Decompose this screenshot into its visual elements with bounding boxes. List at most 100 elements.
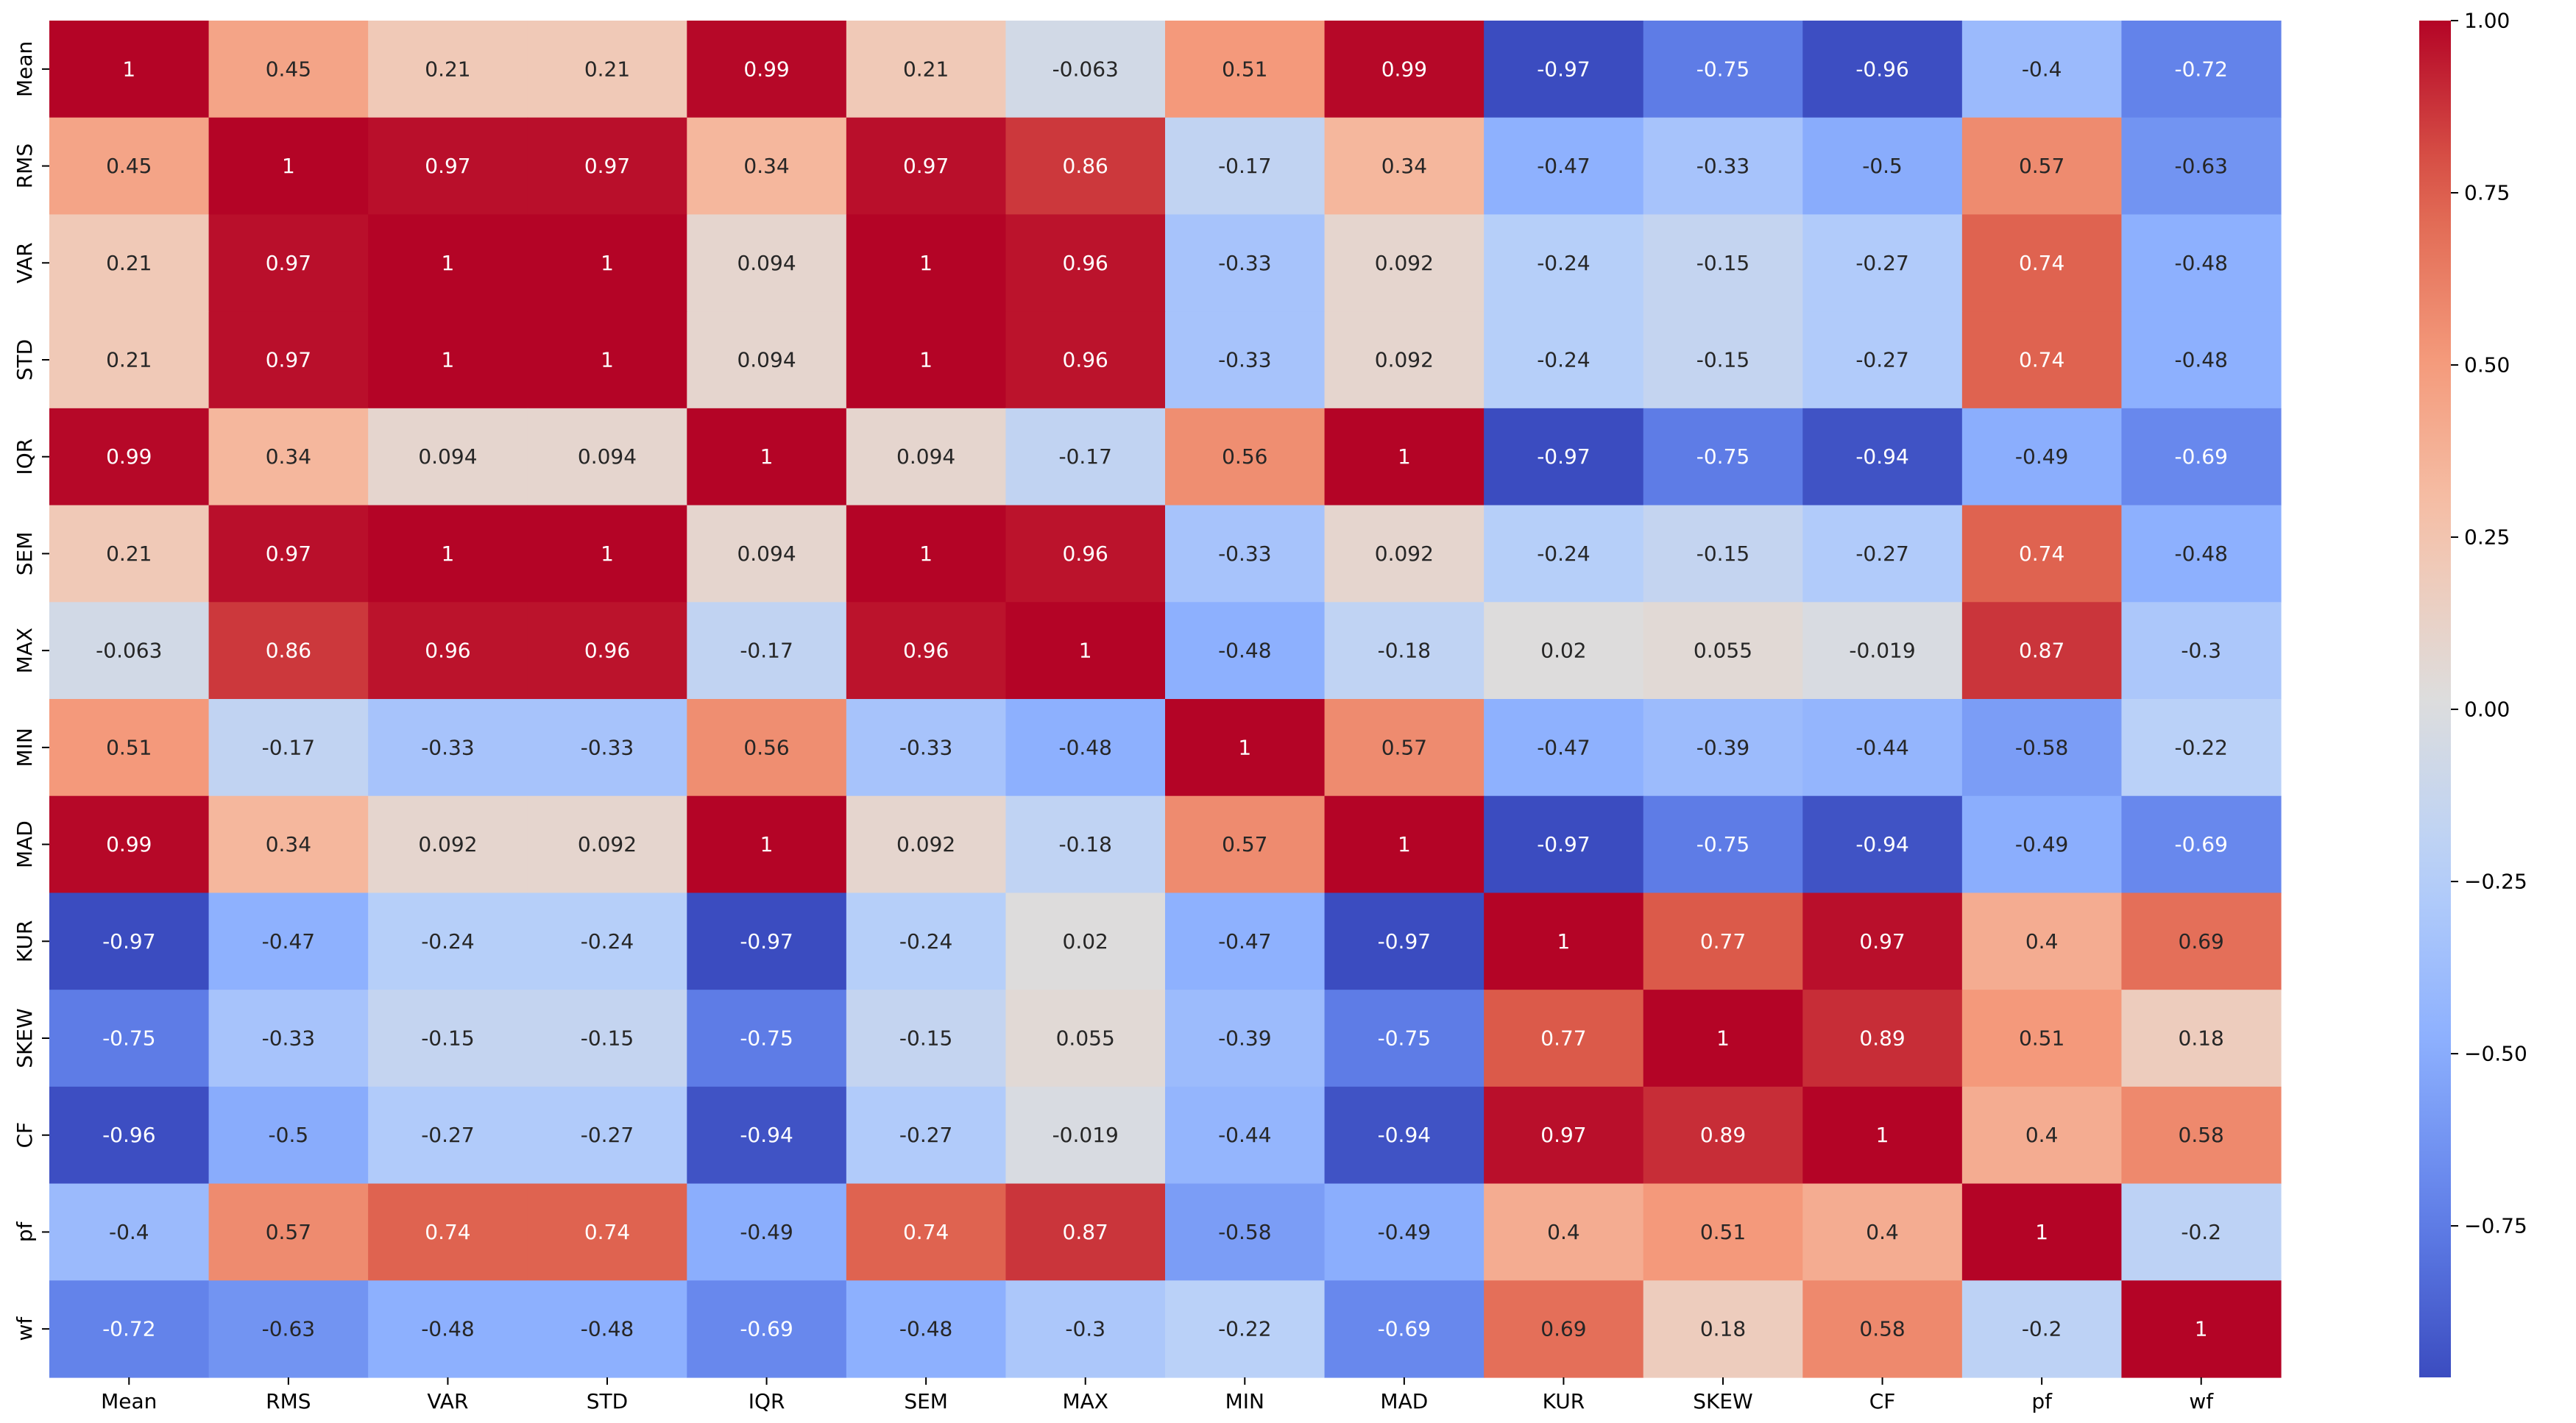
heatmap-cell-pf-skew [1643,1183,1803,1281]
cell-value-min-mad: 0.57 [1381,735,1427,759]
heatmap-cell-sem-wf [2121,505,2282,603]
cell-value-sem-max: 0.96 [1063,542,1108,566]
cell-value-mean-mean: 1 [122,57,135,81]
heatmap-cell-max-max [1005,602,1166,700]
heatmap-cell-pf-max [1005,1183,1166,1281]
heatmap-cell-mean-var [368,21,528,118]
cell-value-pf-cf: 0.4 [1866,1220,1899,1244]
heatmap-cell-max-iqr [687,602,847,700]
cell-value-wf-wf: 1 [2195,1317,2208,1341]
cell-value-skew-rms: -0.33 [262,1026,315,1051]
cell-value-min-var: -0.33 [421,735,474,759]
heatmap-cell-rms-skew [1643,117,1803,216]
heatmap-cell-max-skew [1643,602,1803,700]
x-tick-label-rms: RMS [266,1389,311,1413]
heatmap-cell-iqr-mad [1324,408,1485,506]
x-tick-label-min: MIN [1225,1389,1264,1413]
heatmap-cell-skew-cf [1802,990,1963,1087]
cell-value-min-std: -0.33 [581,735,634,759]
cell-value-skew-kur: 0.77 [1540,1026,1586,1051]
heatmap-cell-wf-cf [1802,1280,1963,1378]
y-axis: Mean RMS VAR STD IQR SEM MAX MIN MAD KUR SKEW CF pf w… [13,41,49,1341]
heatmap-cell-skew-sem [846,990,1007,1087]
cell-value-skew-std: -0.15 [581,1026,634,1051]
cell-value-kur-sem: -0.24 [899,929,952,954]
x-tick-label-pf: pf [2031,1389,2053,1413]
heatmap-annotations: 1 0.45 0.21 0.21 0.99 0.21 -0.063 0.51 0.99 -0.97… [96,57,2228,1341]
cell-value-std-mad: 0.092 [1375,348,1434,372]
cell-value-std-cf: -0.27 [1855,348,1908,372]
cell-value-min-sem: -0.33 [899,735,952,759]
cell-value-min-rms: -0.17 [262,735,315,759]
cell-value-rms-var: 0.97 [425,154,470,178]
heatmap-cell-mean-min [1165,21,1326,118]
cell-value-min-iqr: 0.56 [743,735,789,759]
cell-value-sem-mad: 0.092 [1375,542,1434,566]
heatmap-cell-min-pf [1961,699,2123,797]
cell-value-cf-var: -0.27 [421,1123,474,1147]
heatmap-cell-sem-skew [1643,505,1803,603]
heatmap-cell-mad-cf [1802,795,1963,894]
cell-value-mad-wf: -0.69 [2174,832,2227,856]
cell-value-max-cf: -0.019 [1849,639,1915,663]
y-tick-label-kur: KUR [13,920,37,963]
colorbar-tick-label-6: −0.50 [2464,1042,2527,1066]
heatmap-cell-skew-wf [2121,990,2282,1087]
cell-value-kur-kur: 1 [1557,929,1571,954]
heatmap-cell-max-sem [846,602,1007,700]
heatmap-cell-skew-rms [208,990,369,1087]
heatmap-cell-max-mad [1324,602,1485,700]
cell-value-pf-mad: -0.49 [1378,1220,1431,1244]
cell-value-mean-rms: 0.45 [266,57,311,81]
heatmap-cell-mad-sem [846,795,1007,894]
heatmap-cell-mean-cf [1802,21,1963,118]
heatmap-cell-kur-max [1005,893,1166,990]
colorbar-tick-label-4: 0.00 [2464,698,2510,722]
heatmap-cell-std-mad [1324,311,1485,409]
cell-value-rms-mean: 0.45 [106,154,152,178]
heatmap-cell-mad-iqr [687,795,847,894]
heatmap-cell-iqr-std [527,408,687,506]
y-tick-label-mad: MAD [13,820,37,868]
cell-value-min-max: -0.48 [1058,735,1111,759]
cell-value-mad-iqr: 1 [760,832,774,856]
heatmap-cell-min-wf [2121,699,2282,797]
heatmap-cell-pf-var [368,1183,528,1281]
cell-value-pf-sem: 0.74 [903,1220,949,1244]
heatmap-cell-cf-max [1005,1086,1166,1185]
heatmap-cell-max-rms [208,602,369,700]
cell-value-mad-mean: 0.99 [106,832,152,856]
cell-value-std-pf: 0.74 [2019,348,2064,372]
heatmap-cell-wf-sem [846,1280,1007,1378]
cell-value-skew-var: -0.15 [421,1026,474,1051]
heatmap-cell-pf-sem [846,1183,1007,1281]
cell-value-sem-wf: -0.48 [2174,542,2227,566]
heatmap-cell-iqr-wf [2121,408,2282,506]
heatmap-cell-rms-sem [846,117,1007,216]
heatmap-cell-wf-std [527,1280,687,1378]
cell-value-kur-min: -0.47 [1218,929,1271,954]
y-tick-label-iqr: IQR [13,439,37,475]
cell-value-cf-max: -0.019 [1052,1123,1119,1147]
cell-value-std-mean: 0.21 [106,348,152,372]
cell-value-rms-max: 0.86 [1063,154,1108,178]
y-tick-label-wf: wf [13,1316,37,1341]
heatmap-cell-wf-skew [1643,1280,1803,1378]
cell-value-sem-kur: -0.24 [1537,542,1590,566]
heatmap-cell-iqr-mean [49,408,210,506]
cell-value-max-skew: 0.055 [1694,639,1752,663]
cell-value-pf-var: 0.74 [425,1220,470,1244]
heatmap-cell-cf-mean [49,1086,210,1185]
colorbar-tick-label-5: −0.25 [2464,870,2527,894]
cell-value-sem-var: 1 [442,542,455,566]
heatmap-cell-min-min [1165,699,1326,797]
heatmap-cell-mad-max [1005,795,1166,894]
heatmap-cell-kur-mad [1324,893,1485,990]
cell-value-mean-sem: 0.21 [903,57,949,81]
y-tick-label-std: STD [13,339,37,380]
cell-value-pf-kur: 0.4 [1547,1220,1580,1244]
heatmap-cell-sem-std [527,505,687,603]
cell-value-skew-mean: -0.75 [102,1026,155,1051]
heatmap-cell-min-max [1005,699,1166,797]
